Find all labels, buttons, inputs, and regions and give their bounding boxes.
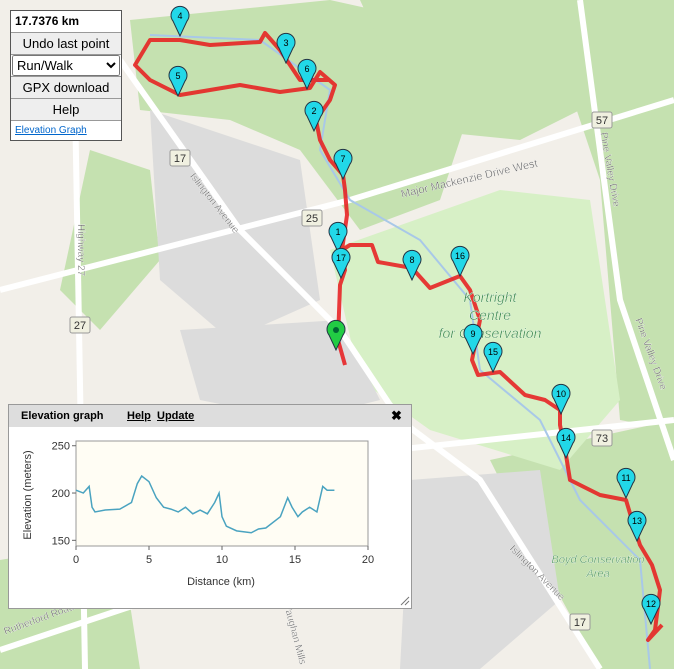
panel-header: Elevation graph Help Update ✖ bbox=[9, 405, 411, 427]
waypoint-marker bbox=[331, 247, 351, 280]
waypoint-marker bbox=[641, 593, 661, 626]
panel-close[interactable]: ✖ bbox=[391, 408, 402, 423]
panel-help[interactable]: Help bbox=[127, 410, 151, 422]
help-button[interactable]: Help bbox=[11, 99, 121, 121]
elevation-line bbox=[75, 474, 335, 534]
waypoint-marker bbox=[551, 383, 571, 416]
waypoint-marker bbox=[168, 65, 188, 98]
waypoint-label: 7 bbox=[340, 154, 345, 164]
map-label: Boyd Conservation bbox=[552, 554, 645, 566]
waypoint-marker bbox=[616, 467, 636, 500]
waypoint-label: 2 bbox=[311, 106, 316, 116]
start-marker bbox=[326, 319, 346, 352]
x-tick-label: 20 bbox=[362, 554, 374, 566]
map-label: Centre bbox=[469, 307, 511, 323]
waypoint-marker bbox=[170, 5, 190, 38]
waypoint-label: 3 bbox=[283, 38, 288, 48]
waypoint-label: 1 bbox=[335, 227, 340, 237]
waypoint-marker bbox=[556, 427, 576, 460]
waypoint-label: 11 bbox=[621, 473, 630, 483]
waypoint-label: 4 bbox=[177, 11, 182, 21]
distance: 17.7376 km bbox=[11, 11, 121, 33]
road-shield-label: 17 bbox=[174, 153, 186, 165]
waypoint-marker bbox=[333, 148, 353, 181]
resize-grip bbox=[400, 596, 410, 606]
road-shield-label: 73 bbox=[596, 433, 608, 445]
elevation-link[interactable]: Elevation Graph bbox=[15, 125, 87, 136]
x-tick-label: 15 bbox=[289, 554, 301, 566]
waypoint-marker bbox=[297, 58, 317, 91]
waypoint-label: 8 bbox=[409, 255, 414, 265]
road-shield bbox=[169, 149, 191, 167]
map-label: Highway 27 bbox=[75, 224, 86, 277]
waypoint-marker bbox=[328, 221, 348, 254]
elevation-chart: Distance (km) Elevation (meters) 1502002… bbox=[22, 440, 410, 606]
road-shield bbox=[569, 613, 591, 631]
road-shield-label: 27 bbox=[74, 320, 86, 332]
elevation-panel: Elevation graph Help Update ✖ Distance (… bbox=[8, 404, 412, 609]
gpx-button[interactable]: GPX download bbox=[11, 77, 121, 99]
plot-area bbox=[75, 440, 369, 547]
start-marker-dot bbox=[333, 327, 339, 333]
y-tick-label: 150 bbox=[52, 535, 70, 547]
x-tick-label: 0 bbox=[73, 554, 79, 566]
undo-button[interactable]: Undo last point bbox=[11, 33, 121, 55]
waypoint-marker bbox=[463, 323, 483, 356]
map-label: for Conservation bbox=[439, 325, 542, 341]
x-tick-label: 5 bbox=[146, 554, 152, 566]
road-shield-label: 17 bbox=[574, 617, 586, 629]
waypoint-label: 14 bbox=[561, 433, 571, 443]
waypoint-marker bbox=[304, 100, 324, 133]
waypoint-label: 15 bbox=[488, 347, 498, 357]
road-shield bbox=[69, 316, 91, 334]
waypoint-marker bbox=[450, 245, 470, 278]
waypoint-label: 13 bbox=[632, 516, 642, 526]
panel-update[interactable]: Update bbox=[157, 410, 195, 422]
road-shield-label: 25 bbox=[306, 213, 318, 225]
road-shield-label: 57 bbox=[596, 115, 608, 127]
road-shield bbox=[591, 111, 613, 129]
waypoint-marker bbox=[402, 249, 422, 282]
waypoint-marker bbox=[627, 510, 647, 543]
map-label: Area bbox=[585, 568, 609, 580]
mode-select[interactable]: Run/Walk bbox=[12, 55, 120, 76]
waypoint-marker bbox=[276, 32, 296, 65]
waypoint-label: 9 bbox=[470, 329, 475, 339]
route bbox=[133, 31, 664, 642]
panel-title: Elevation graph bbox=[21, 410, 104, 422]
x-axis-label: Distance (km) bbox=[187, 576, 255, 588]
waypoint-label: 17 bbox=[336, 253, 346, 263]
mode-select-wrap: Run/Walk bbox=[11, 55, 121, 77]
y-tick-label: 250 bbox=[52, 441, 70, 453]
map-label: Kortright bbox=[464, 289, 518, 305]
road-shield bbox=[591, 429, 613, 447]
waypoint-label: 5 bbox=[175, 71, 180, 81]
road-shield bbox=[301, 209, 323, 227]
y-axis-label: Elevation (meters) bbox=[22, 450, 34, 539]
y-tick-label: 200 bbox=[52, 488, 70, 500]
x-tick-label: 10 bbox=[216, 554, 228, 566]
waypoint-label: 6 bbox=[304, 64, 309, 74]
waypoint-label: 16 bbox=[455, 251, 465, 261]
waypoint-label: 10 bbox=[556, 389, 566, 399]
controls: 17.7376 km Undo last point Run/Walk GPX … bbox=[10, 10, 122, 141]
waypoint-marker bbox=[483, 341, 503, 374]
waypoint-label: 12 bbox=[646, 599, 656, 609]
